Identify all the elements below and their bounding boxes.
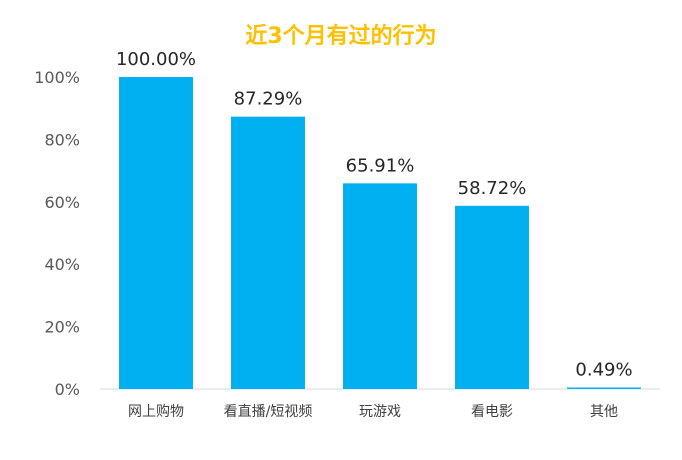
bar (231, 116, 305, 389)
x-tick-label: 看直播/短视频 (224, 403, 313, 420)
bar (455, 205, 529, 389)
data-label: 65.91% (346, 155, 415, 176)
bar (567, 387, 641, 389)
x-tick-label: 看电影 (471, 404, 513, 420)
bar (343, 183, 417, 389)
data-label: 58.72% (458, 178, 527, 199)
x-tick-label: 网上购物 (128, 404, 184, 420)
y-tick-label: 60% (44, 193, 80, 212)
x-tick-label: 玩游戏 (359, 404, 401, 420)
y-tick-label: 20% (44, 318, 80, 337)
data-label: 87.29% (234, 89, 303, 110)
data-label: 100.00% (116, 49, 196, 70)
chart-title: 近3个月有过的行为 (245, 24, 437, 49)
x-tick-label: 其他 (590, 404, 618, 420)
y-tick-label: 0% (55, 380, 80, 399)
bar (119, 77, 193, 389)
y-tick-label: 40% (44, 255, 80, 274)
y-tick-label: 80% (44, 130, 80, 149)
data-label: 0.49% (575, 359, 632, 380)
y-tick-label: 100% (34, 68, 80, 87)
